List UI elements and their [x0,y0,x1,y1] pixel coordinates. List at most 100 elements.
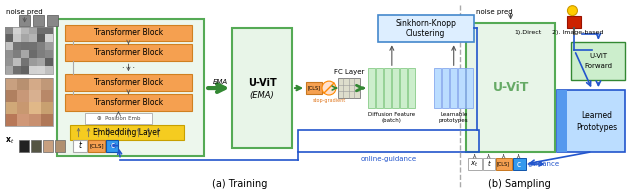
Bar [338,78,360,98]
Text: ⊕  Position Emb: ⊕ Position Emb [97,116,140,121]
Bar [4,78,17,90]
Bar [29,78,40,90]
Bar [298,130,479,152]
Bar [557,90,568,152]
Bar [4,35,13,42]
Bar [65,94,192,111]
Bar [4,78,52,126]
Bar [572,42,625,80]
Bar [19,15,29,26]
Text: (batch): (batch) [382,118,402,123]
Bar [72,140,86,152]
Bar [450,68,457,108]
Text: (a) Training: (a) Training [212,179,268,189]
Bar [65,74,192,91]
Text: U-ViT: U-ViT [248,78,276,88]
Bar [568,16,581,27]
Bar [40,102,52,114]
Text: Embedding Layer: Embedding Layer [93,128,160,137]
Bar [466,23,556,152]
Bar [232,28,292,148]
Text: noise pred: noise pred [476,9,512,15]
Bar [458,68,465,108]
Bar [29,50,36,58]
Bar [45,42,52,50]
Text: Transformer Block: Transformer Block [94,28,163,37]
Bar [384,68,391,108]
Text: Transformer Block: Transformer Block [94,78,163,87]
Bar [45,27,52,35]
Bar [45,35,52,42]
Bar [557,90,625,152]
Bar [434,68,441,108]
Bar [17,90,29,102]
Bar [13,42,20,50]
Bar [106,140,118,152]
Bar [376,68,383,108]
Text: Diffusion Feature: Diffusion Feature [368,112,415,117]
Text: (b) Sampling: (b) Sampling [488,179,551,189]
Bar [20,58,29,66]
Text: prototypes: prototypes [439,118,468,123]
Text: c: c [516,160,520,168]
Bar [4,66,13,74]
Bar [468,158,482,170]
Text: Forward: Forward [584,63,612,69]
Text: FC Layer: FC Layer [333,69,364,75]
Bar [17,114,29,126]
Bar [56,19,204,156]
Bar [88,140,106,152]
Text: U-ViT: U-ViT [492,81,529,94]
Bar [466,68,473,108]
Bar [378,15,474,42]
Bar [36,27,45,35]
Text: c: c [110,141,115,150]
Bar [408,68,415,108]
Bar [40,114,52,126]
Bar [33,15,44,26]
Bar [17,102,29,114]
Bar [483,158,495,170]
Text: . . .: . . . [122,61,135,70]
Bar [40,78,52,90]
Bar [54,140,65,152]
Bar [13,35,20,42]
Bar [47,15,58,26]
Circle shape [568,6,577,16]
Text: 2). Image-based: 2). Image-based [552,30,603,35]
Text: $\mathbf{x}_t$: $\mathbf{x}_t$ [4,136,14,146]
Text: 1).Direct: 1).Direct [514,30,541,35]
Bar [45,66,52,74]
Bar [19,140,29,152]
Text: [CLS]: [CLS] [497,161,510,167]
Bar [29,90,40,102]
Bar [4,42,13,50]
Bar [306,82,322,94]
Bar [70,125,184,140]
Bar [20,42,29,50]
Bar [65,25,192,41]
Bar [4,90,17,102]
Bar [43,140,52,152]
Bar [29,114,40,126]
Bar [13,50,20,58]
Text: EMA: EMA [213,79,228,85]
Bar [4,102,17,114]
Bar [4,27,52,74]
Text: (EMA): (EMA) [250,90,275,99]
Bar [4,58,13,66]
Text: [CLS]: [CLS] [89,143,104,148]
Bar [36,58,45,66]
Bar [4,114,17,126]
Bar [442,68,449,108]
Bar [36,66,45,74]
Bar [29,35,36,42]
Bar [29,102,40,114]
Bar [36,35,45,42]
Text: stop-gradient: stop-gradient [312,98,346,103]
Bar [29,66,36,74]
Text: noise pred: noise pred [6,9,42,15]
Bar [4,27,13,35]
Bar [65,44,192,61]
Text: Learnable: Learnable [440,112,467,117]
